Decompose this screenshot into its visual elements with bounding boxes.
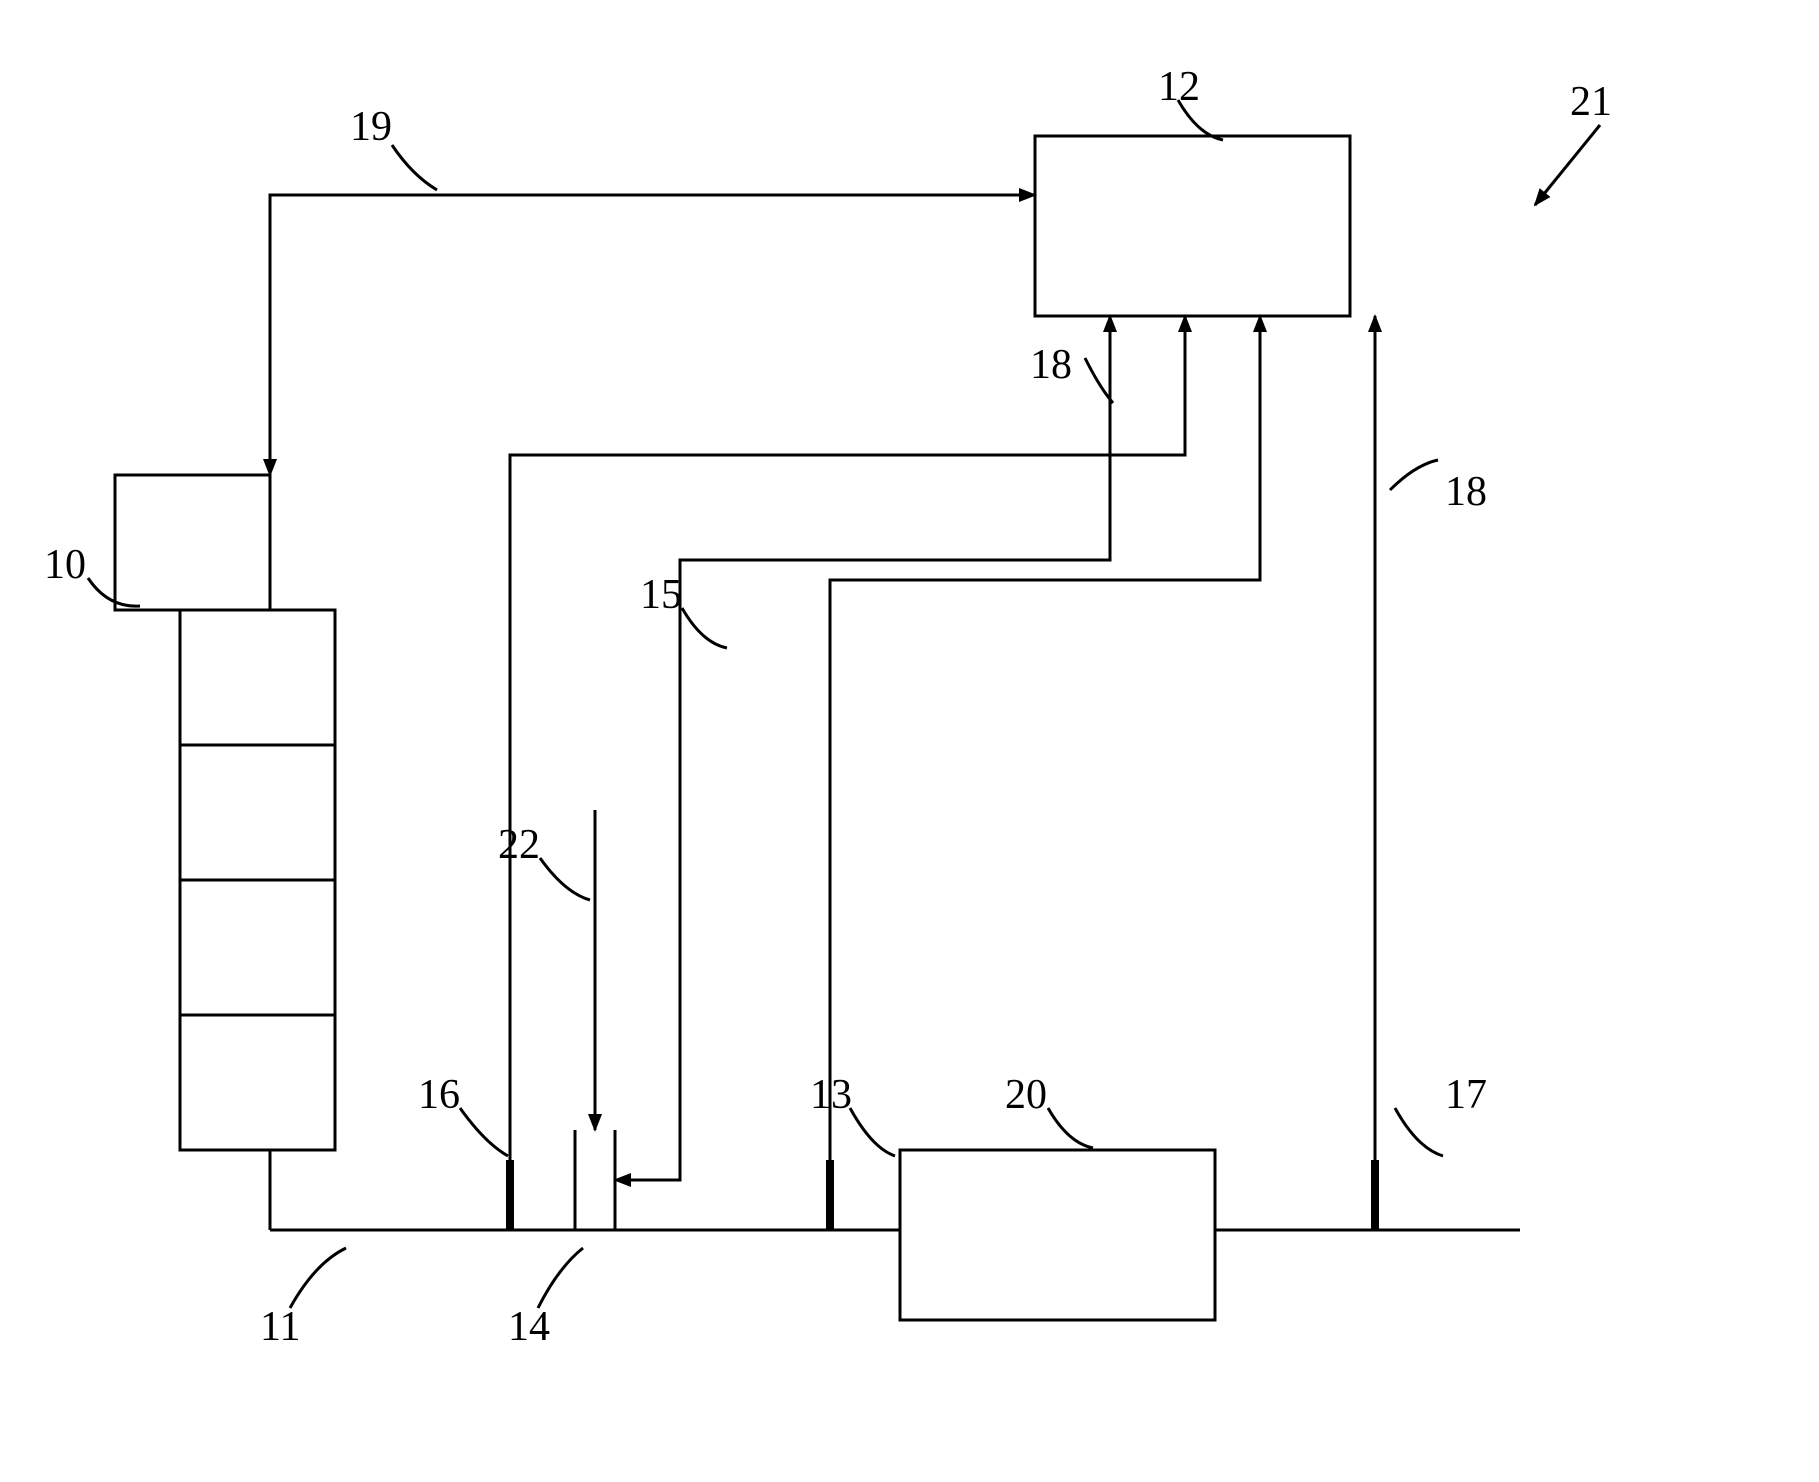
label-eleven: 11: [260, 1304, 300, 1350]
label-twentyone: 21: [1570, 79, 1612, 125]
leader-sixteen: [460, 1108, 508, 1156]
label-seventeen: 17: [1445, 1072, 1487, 1118]
leader-twentytwo: [540, 858, 590, 900]
leader-eleven: [290, 1248, 346, 1308]
leader-seventeen: [1395, 1108, 1443, 1156]
line-15: [615, 316, 1110, 1180]
injector-14-inner: [585, 1130, 605, 1220]
label-fourteen: 14: [508, 1304, 550, 1350]
label-twelve: 12: [1158, 64, 1200, 110]
label-fifteen: 15: [640, 572, 682, 618]
leader-fourteen: [538, 1248, 583, 1308]
label-twenty: 20: [1005, 1072, 1047, 1118]
leader-twenty: [1048, 1108, 1093, 1148]
box-12: [1035, 136, 1350, 316]
pointer-21: [1535, 125, 1600, 205]
line-19: [270, 195, 1035, 475]
label-twentytwo: 22: [498, 822, 540, 868]
label-nineteen: 19: [350, 104, 392, 150]
label-eighteen_a: 18: [1030, 342, 1072, 388]
label-thirteen: 13: [810, 1072, 852, 1118]
box-10-top: [115, 475, 270, 610]
box-20: [900, 1150, 1215, 1320]
leader-thirteen: [850, 1108, 895, 1156]
label-sixteen: 16: [418, 1072, 460, 1118]
leader-eighteen_b: [1390, 460, 1438, 490]
line-from-13: [830, 316, 1260, 1160]
label-ten: 10: [44, 542, 86, 588]
leader-fifteen: [682, 608, 727, 648]
leader-nineteen: [392, 145, 437, 190]
label-eighteen_b: 18: [1445, 469, 1487, 515]
line-from-16: [510, 316, 1185, 1160]
